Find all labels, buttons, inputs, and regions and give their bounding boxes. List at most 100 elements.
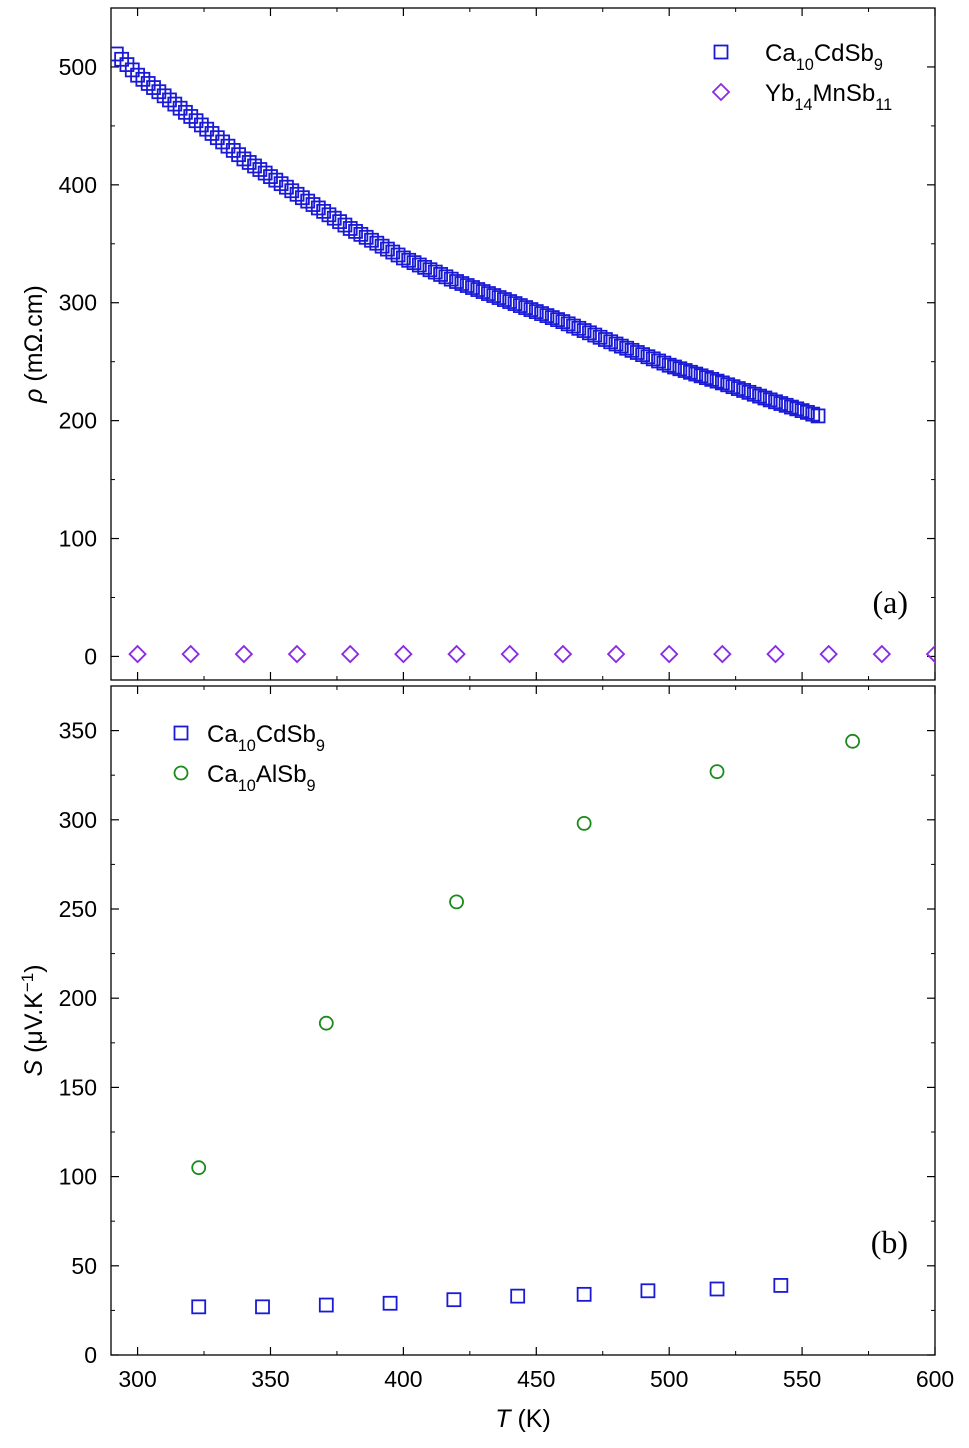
- data-point-square: [225, 143, 241, 158]
- data-point-square: [544, 310, 560, 325]
- y-axis-symbol: S: [20, 1060, 48, 1077]
- panel-b: 300 350 400 450 500 550 600 0 50 100 150 200 250 300 3…: [18, 685, 954, 1433]
- data-point-square: [800, 404, 815, 420]
- data-point-square: [810, 408, 826, 424]
- data-point-square: [778, 397, 794, 413]
- x-tick-label: 400: [384, 1366, 422, 1392]
- x-tick-label: 600: [916, 1366, 954, 1392]
- data-point-square: [603, 334, 619, 350]
- data-point-square: [651, 353, 666, 369]
- data-point-diamond: [500, 644, 519, 664]
- data-point-square: [683, 364, 698, 380]
- label-part: 10: [796, 56, 814, 74]
- data-point-square: [486, 288, 502, 303]
- data-point-square: [188, 113, 204, 129]
- data-point-square: [592, 329, 608, 345]
- data-point-square: [390, 247, 406, 263]
- data-point-square: [406, 255, 422, 271]
- data-point-square: [111, 46, 124, 62]
- y-axis-label: ρ (mΩ.cm): [20, 285, 48, 404]
- data-point-square: [582, 325, 597, 341]
- y-tick-label: 200: [59, 408, 97, 434]
- data-layer: [191, 733, 860, 1315]
- data-point-square: [725, 379, 741, 395]
- data-point-square: [736, 383, 752, 398]
- y-axis-label: S (μV.K−1): [18, 964, 49, 1076]
- label-part: AlSb: [256, 761, 307, 788]
- data-point-diamond: [181, 644, 201, 664]
- data-point-square: [443, 271, 459, 287]
- data-point-square: [156, 88, 172, 104]
- data-point-square: [709, 373, 725, 389]
- data-point-square: [523, 302, 539, 317]
- label-part: CdSb: [814, 40, 874, 67]
- data-point-square: [805, 406, 821, 422]
- y-axis-unit: ): [20, 964, 48, 972]
- data-point-square: [475, 284, 491, 299]
- data-point-square: [178, 104, 193, 120]
- data-point-square: [576, 1286, 592, 1302]
- data-point-square: [613, 338, 629, 354]
- data-point-square: [502, 294, 518, 309]
- data-point-square: [757, 390, 773, 406]
- legend-label: Yb14MnSb11: [765, 80, 892, 114]
- data-point-square: [459, 278, 475, 293]
- data-point-square: [709, 1281, 725, 1297]
- data-point-square: [172, 100, 188, 116]
- data-point-square: [411, 257, 427, 273]
- data-point-square: [635, 347, 651, 363]
- data-point-square: [427, 264, 443, 280]
- y-tick-label: 400: [59, 172, 97, 198]
- data-point-square: [762, 392, 778, 408]
- x-tick-label: 500: [650, 1366, 688, 1392]
- data-point-square: [417, 259, 433, 275]
- series-1: [191, 733, 860, 1176]
- data-point-square: [433, 267, 449, 282]
- data-point-square: [510, 1288, 526, 1304]
- data-point-square: [119, 57, 135, 72]
- data-point-square: [768, 394, 783, 410]
- data-point-square: [608, 336, 624, 352]
- data-point-square: [693, 368, 709, 384]
- data-point-square: [231, 147, 246, 163]
- data-point-square: [672, 361, 688, 377]
- data-point-square: [640, 1283, 656, 1299]
- data-point-square: [598, 332, 613, 347]
- y-tick-label: 300: [59, 290, 97, 316]
- data-point-square: [794, 403, 810, 419]
- data-point-diamond: [553, 644, 573, 664]
- y-axis-unit: (μV.K: [20, 992, 48, 1060]
- data-point-square: [624, 342, 640, 358]
- data-point-square: [550, 312, 565, 327]
- label-part: 11: [875, 96, 892, 114]
- panel-a: 0 100 200 300 400 500 ρ (mΩ.cm) Ca10CdSb9 Yb14Mn…: [20, 7, 936, 681]
- data-point-square: [438, 269, 454, 285]
- data-point-diamond: [766, 644, 785, 664]
- data-point-square: [465, 280, 480, 295]
- y-tick-label: 0: [84, 643, 97, 669]
- label-part: Ca: [207, 761, 238, 788]
- data-point-square: [162, 92, 177, 108]
- y-tick-label: 250: [59, 896, 97, 922]
- data-point-square: [318, 1297, 334, 1313]
- data-point-square: [576, 323, 592, 338]
- data-point-diamond: [128, 644, 147, 664]
- data-point-square: [752, 388, 767, 404]
- data-point-square: [114, 51, 130, 67]
- data-point-square: [135, 71, 151, 87]
- data-point-diamond: [606, 644, 626, 664]
- x-tick-label: 300: [118, 1366, 156, 1392]
- data-point-square: [688, 366, 704, 382]
- legend-label: Ca10CdSb9: [765, 40, 883, 74]
- data-point-square: [167, 96, 183, 112]
- y-tick-label: 100: [59, 1164, 97, 1190]
- data-point-circle: [845, 733, 860, 749]
- data-point-square: [773, 1278, 789, 1293]
- data-point-square: [656, 355, 672, 371]
- legend-marker: [711, 82, 731, 102]
- data-point-square: [382, 1295, 398, 1311]
- data-point-square: [566, 318, 581, 334]
- x-tick-label: 350: [251, 1366, 289, 1392]
- data-point-diamond: [340, 644, 360, 664]
- data-point-square: [204, 126, 220, 141]
